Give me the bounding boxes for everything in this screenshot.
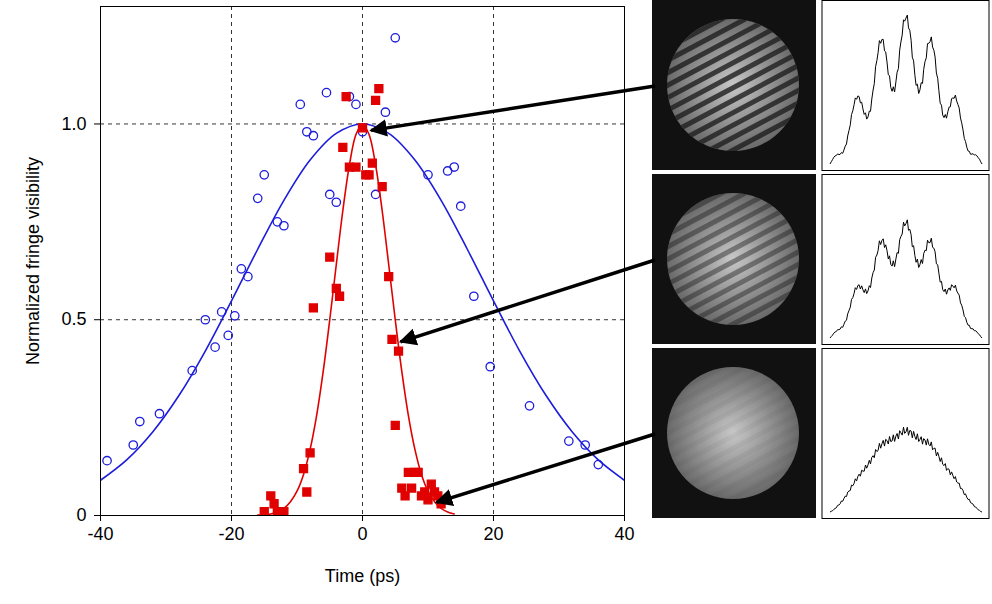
svg-text:40: 40 [614,524,634,544]
svg-text:0: 0 [76,505,86,525]
svg-text:0.5: 0.5 [61,309,86,329]
svg-text:-40: -40 [87,524,113,544]
svg-text:Time (ps): Time (ps) [325,566,400,586]
svg-text:Normalized fringe visibility: Normalized fringe visibility [23,157,43,365]
svg-text:-20: -20 [218,524,244,544]
svg-text:20: 20 [483,524,503,544]
svg-text:0: 0 [357,524,367,544]
svg-text:1.0: 1.0 [61,114,86,134]
